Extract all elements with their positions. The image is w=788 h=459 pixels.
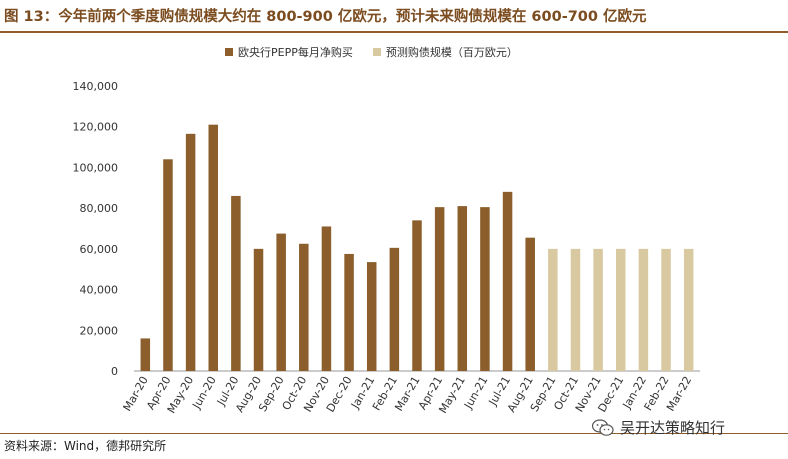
legend-item-actual: 欧央行PEPP每月净购买 — [225, 44, 353, 60]
bar-actual — [434, 207, 445, 371]
y-tick-label: 40,000 — [80, 284, 119, 297]
bar-actual — [321, 226, 332, 371]
bar-forecast — [548, 248, 558, 371]
chart-legend: 欧央行PEPP每月净购买 预测购债规模（百万欧元） — [225, 44, 538, 60]
bar-forecast — [661, 248, 671, 371]
y-tick-label: 0 — [111, 365, 118, 378]
bar-forecast — [683, 248, 694, 371]
y-tick-label: 20,000 — [80, 324, 119, 337]
y-tick-label: 80,000 — [80, 202, 119, 215]
bar-actual — [208, 124, 218, 371]
bar-actual — [299, 243, 309, 371]
bar-actual — [344, 253, 354, 371]
y-tick-label: 120,000 — [73, 121, 119, 134]
bar-forecast — [593, 248, 603, 371]
title-divider — [0, 31, 788, 33]
watermark-text: 吴开达策略知行 — [620, 419, 726, 437]
legend-swatch-forecast — [372, 48, 381, 56]
bar-actual — [502, 191, 513, 371]
legend-label-forecast: 预测购债规模（百万欧元） — [385, 46, 518, 59]
bar-actual — [389, 247, 400, 371]
legend-item-forecast: 预测购债规模（百万欧元） — [372, 44, 518, 60]
y-tick-label: 100,000 — [73, 161, 119, 174]
watermark: 吴开达策略知行 — [592, 417, 725, 438]
bar-forecast — [616, 248, 626, 371]
bar-actual — [457, 206, 468, 371]
figure-title: 图 13：今年前两个季度购债规模大约在 800-900 亿欧元，预计未来购债规模… — [4, 9, 647, 25]
bar-actual — [231, 195, 241, 371]
y-tick-label: 140,000 — [73, 80, 119, 93]
bottom-divider — [0, 433, 788, 434]
bar-forecast — [570, 248, 581, 371]
legend-label-actual: 欧央行PEPP每月净购买 — [238, 46, 353, 59]
bar-actual — [253, 248, 264, 371]
bar-actual — [163, 159, 173, 371]
legend-swatch-actual — [225, 48, 233, 56]
bar-actual — [366, 262, 377, 371]
y-tick-label: 60,000 — [80, 243, 119, 256]
bar-actual — [185, 133, 196, 371]
bar-actual — [276, 233, 286, 371]
source-note: 资料来源：Wind，德邦研究所 — [4, 439, 167, 453]
bar-actual — [412, 220, 422, 371]
bar-actual — [525, 237, 535, 371]
bar-forecast — [638, 248, 649, 371]
bar-actual — [480, 207, 490, 371]
wechat-logo-icon — [592, 418, 614, 436]
bar-actual — [140, 338, 151, 371]
